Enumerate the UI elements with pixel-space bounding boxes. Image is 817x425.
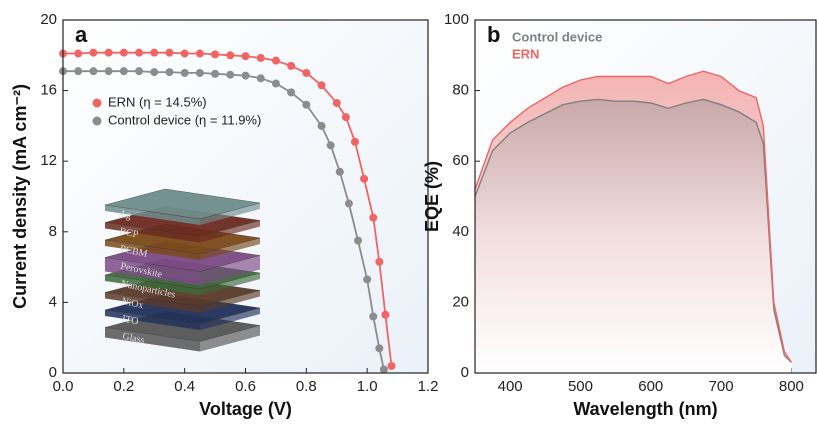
- marker: [196, 69, 204, 77]
- marker: [369, 313, 377, 321]
- marker: [388, 362, 396, 370]
- marker: [242, 52, 250, 60]
- x-tick-label: 500: [568, 378, 593, 395]
- marker: [211, 50, 219, 58]
- marker: [327, 141, 335, 149]
- marker: [181, 69, 189, 77]
- marker: [89, 49, 97, 57]
- y-tick-label: 8: [49, 223, 57, 240]
- legend-label: ERN: [512, 46, 539, 61]
- x-tick-label: 1.2: [418, 378, 439, 395]
- marker: [211, 70, 219, 78]
- y-tick-label: 16: [40, 82, 57, 99]
- figure: 0.00.20.40.60.81.01.2048121620Voltage (V…: [0, 0, 817, 425]
- marker: [226, 51, 234, 59]
- marker: [287, 62, 295, 70]
- marker: [380, 365, 388, 373]
- marker: [150, 68, 158, 76]
- y-tick-label: 100: [444, 11, 469, 28]
- x-tick-label: 0.2: [113, 378, 134, 395]
- marker: [342, 113, 350, 121]
- marker: [360, 175, 368, 183]
- y-tick-label: 20: [40, 11, 57, 28]
- x-tick-label: 800: [779, 378, 804, 395]
- x-tick-label: 0.6: [235, 378, 256, 395]
- y-tick-label: 40: [452, 223, 469, 240]
- y-tick-label: 0: [461, 364, 469, 381]
- marker: [150, 49, 158, 57]
- y-tick-label: 4: [49, 293, 57, 310]
- y-axis-title: EQE (%): [422, 161, 442, 232]
- y-tick-label: 0: [49, 364, 57, 381]
- x-tick-label: 400: [498, 378, 523, 395]
- marker: [74, 50, 82, 58]
- marker: [272, 80, 280, 88]
- x-tick-label: 700: [709, 378, 734, 395]
- legend-label: Control device (η = 11.9%): [108, 112, 261, 127]
- marker: [333, 99, 341, 107]
- marker: [120, 67, 128, 75]
- marker: [302, 69, 310, 77]
- marker: [375, 258, 383, 266]
- marker: [74, 67, 82, 75]
- panel-label: b: [487, 22, 500, 47]
- x-tick-label: 0.8: [296, 378, 317, 395]
- y-tick-label: 12: [40, 152, 57, 169]
- marker: [105, 67, 113, 75]
- legend-label: ERN (η = 14.5%): [108, 94, 207, 109]
- marker: [89, 67, 97, 75]
- marker: [257, 74, 265, 82]
- x-tick-label: 600: [638, 378, 663, 395]
- marker: [318, 81, 326, 89]
- marker: [165, 49, 173, 57]
- marker: [257, 54, 265, 62]
- legend-marker: [93, 117, 102, 126]
- marker: [242, 72, 250, 80]
- marker: [226, 71, 234, 79]
- x-axis-title: Voltage (V): [199, 399, 292, 419]
- y-tick-label: 60: [452, 152, 469, 169]
- x-tick-label: 1.0: [357, 378, 378, 395]
- marker: [135, 49, 143, 57]
- marker: [105, 49, 113, 57]
- y-tick-label: 20: [452, 293, 469, 310]
- marker: [302, 101, 310, 109]
- marker: [369, 214, 377, 222]
- marker: [363, 275, 371, 283]
- marker: [287, 88, 295, 96]
- marker: [196, 50, 204, 58]
- x-tick-label: 0.4: [174, 378, 195, 395]
- marker: [120, 49, 128, 57]
- y-axis-title: Current density (mA cm⁻²): [10, 84, 30, 309]
- marker: [375, 344, 383, 352]
- marker: [381, 311, 389, 319]
- area-fill: [475, 99, 791, 373]
- marker: [181, 50, 189, 58]
- legend-label: Control device: [512, 29, 602, 44]
- marker: [272, 57, 280, 65]
- marker: [345, 200, 353, 208]
- legend-marker: [93, 99, 102, 108]
- marker: [165, 68, 173, 76]
- panel-label: a: [75, 22, 88, 47]
- marker: [336, 168, 344, 176]
- marker: [354, 237, 362, 245]
- x-axis-title: Wavelength (nm): [573, 399, 717, 419]
- y-tick-label: 80: [452, 82, 469, 99]
- marker: [318, 122, 326, 130]
- marker: [135, 67, 143, 75]
- marker: [351, 138, 359, 146]
